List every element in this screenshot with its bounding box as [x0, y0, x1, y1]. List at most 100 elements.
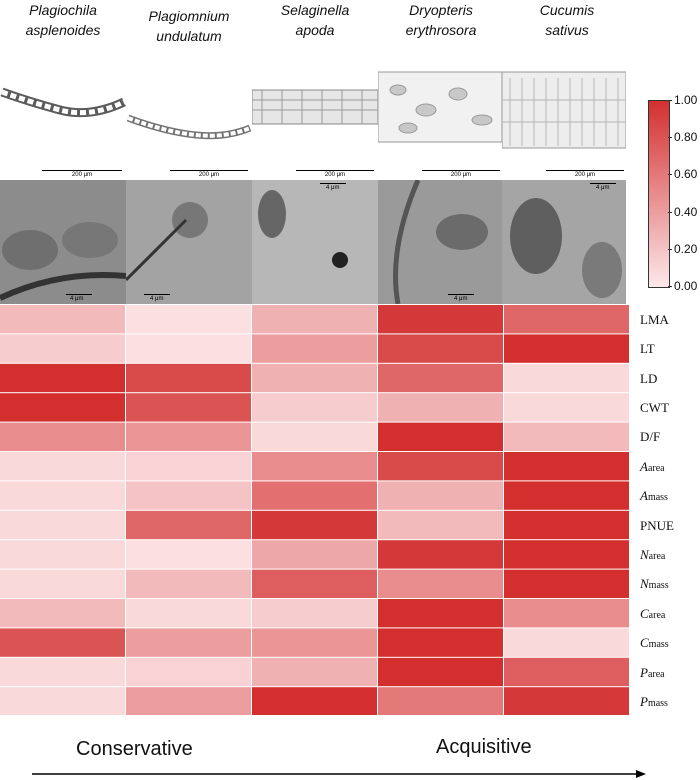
heatmap-cell: [0, 510, 125, 540]
species-epithet: sativus: [545, 22, 589, 38]
heatmap-cell: [252, 540, 377, 569]
colorbar-tick: [668, 137, 672, 139]
trait-label: Parea: [640, 665, 665, 683]
heatmap-cell: [378, 510, 503, 540]
trait-label-main: C: [640, 605, 649, 621]
tem-micrograph-5: [502, 180, 626, 304]
heatmap-cell: [252, 481, 377, 510]
heatmap-cell: [126, 334, 251, 363]
tem-micrograph-3: [252, 180, 378, 304]
heatmap-cell: [252, 657, 377, 687]
scale-bar: [144, 294, 170, 295]
colorbar-tick: [668, 211, 672, 213]
heatmap-cell: [0, 687, 125, 715]
leaf-cross-section-1: [0, 87, 126, 118]
heatmap-cell: [126, 599, 251, 628]
scale-bar: [448, 294, 474, 295]
heatmap-cell: [0, 305, 125, 334]
heatmap-cell: [378, 481, 503, 510]
gradient-left-label: Conservative: [76, 738, 193, 760]
heatmap-cell: [378, 628, 503, 657]
species-genus: Dryopteris: [409, 2, 473, 18]
scale-bar: [546, 170, 624, 171]
colorbar-tick-label: 0.20: [674, 241, 698, 256]
heatmap-cell: [252, 363, 377, 393]
trait-label-subscript: mass: [647, 697, 668, 709]
heatmap-cell: [504, 305, 629, 334]
trait-label-subscript: mass: [648, 580, 669, 592]
colorbar-tick-label: 0.80: [674, 130, 698, 145]
scale-bar: [170, 170, 248, 171]
species-epithet: undulatum: [156, 28, 222, 44]
trait-label: Nmass: [640, 576, 669, 594]
trait-label: LMA: [640, 312, 669, 328]
species-genus: Selaginella: [280, 2, 350, 18]
trait-label-main: CWT: [640, 399, 669, 415]
scale-bar-label: 4 μm: [70, 296, 84, 302]
trait-label-main: N: [640, 546, 649, 562]
heatmap-cell: [252, 628, 377, 657]
heatmap-cell: [126, 687, 251, 715]
trait-label-main: LD: [640, 370, 658, 386]
scale-bar-label: 200 μm: [450, 172, 472, 178]
scale-bar: [296, 170, 374, 171]
trait-label-subscript: area: [648, 609, 666, 621]
trait-label: LT: [640, 341, 655, 357]
trait-label: CWT: [640, 400, 669, 416]
species-genus: Plagiochila: [29, 2, 97, 18]
species-header-5: Cucumis sativus: [504, 0, 630, 40]
colorbar-tick: [668, 174, 672, 176]
heatmap-cell: [126, 628, 251, 657]
colorbar-tick: [668, 100, 672, 101]
trait-label-main: P: [640, 664, 648, 680]
scale-bar-label: 4 μm: [326, 185, 340, 191]
heatmap-cell: [0, 540, 125, 569]
trait-label: Carea: [640, 606, 665, 624]
scale-bar: [590, 183, 616, 184]
trait-label: D/F: [640, 429, 660, 445]
colorbar-tick-label: 0.40: [674, 204, 698, 219]
heatmap-cell: [0, 628, 125, 657]
species-header-3: Selaginella apoda: [252, 0, 378, 40]
trait-label: Narea: [640, 547, 665, 565]
heatmap-cell: [378, 305, 503, 334]
species-epithet: asplenoides: [25, 22, 101, 38]
heatmap-cell: [504, 334, 629, 363]
species-epithet: apoda: [295, 22, 335, 38]
heatmap-cell: [126, 540, 251, 569]
leaf-cross-section-2: [126, 114, 252, 140]
heatmap-cell: [126, 363, 251, 393]
heatmap-cell: [252, 599, 377, 628]
heatmap-cell: [378, 687, 503, 715]
heatmap-cell: [126, 510, 251, 540]
heatmap-cell: [126, 657, 251, 687]
heatmap-cell: [252, 305, 377, 334]
trait-label-main: LMA: [640, 311, 669, 327]
heatmap-cell: [504, 657, 629, 687]
trait-label: Amass: [640, 488, 668, 506]
trait-label-main: A: [640, 488, 648, 504]
heatmap-cell: [126, 452, 251, 481]
leaf-cross-section-3: [252, 89, 378, 125]
trait-label: Pmass: [640, 694, 668, 712]
heatmap-cell: [126, 569, 251, 598]
scale-bar-label: 200 μm: [198, 172, 220, 178]
heatmap-cell: [126, 393, 251, 422]
trait-label-subscript: area: [647, 462, 665, 474]
colorbar: [648, 100, 670, 288]
gradient-right-label: Acquisitive: [436, 736, 532, 758]
heatmap-cell: [504, 687, 629, 715]
tem-micrograph-1: [0, 180, 126, 304]
species-header-4: Dryopteris erythrosora: [378, 0, 504, 40]
leaf-cross-section-4: [378, 71, 502, 143]
heatmap-cell: [126, 481, 251, 510]
trait-label-main: P: [640, 693, 648, 709]
gradient-arrow: [32, 770, 646, 778]
scale-bar: [320, 183, 346, 184]
heatmap-cell: [0, 422, 125, 451]
colorbar-tick-label: 0.60: [674, 167, 698, 182]
heatmap-cell: [504, 510, 629, 540]
trait-label: Cmass: [640, 635, 669, 653]
trait-label: LD: [640, 371, 657, 387]
heatmap-cell: [504, 481, 629, 510]
